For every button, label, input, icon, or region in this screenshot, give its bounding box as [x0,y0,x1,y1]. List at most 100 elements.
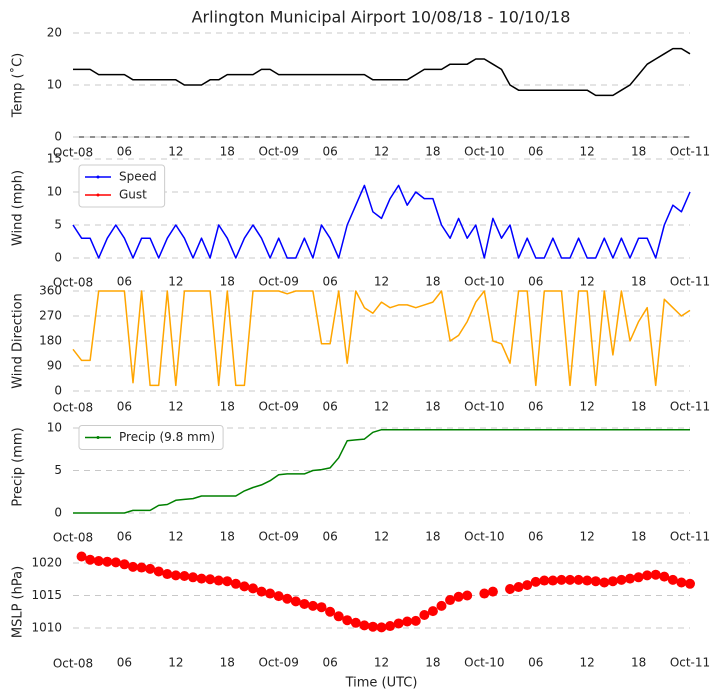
legend-marker [96,175,100,179]
x-tick-label: Oct-08 [53,276,93,290]
y-tick-label: 15 [47,152,62,166]
point [505,584,516,594]
point [402,616,413,627]
point [582,575,593,586]
x-tick-label: 18 [220,275,235,289]
x-tick-label: Oct-09 [258,656,298,670]
x-tick-label: 12 [580,145,595,159]
point [170,570,181,581]
x-tick-label: 06 [528,145,543,159]
point [479,588,490,599]
x-tick-label: 18 [425,145,440,159]
chart-title: Arlington Municipal Airport 10/08/18 - 1… [192,8,571,27]
series-line [73,47,691,97]
point [136,562,147,573]
point [205,574,216,585]
point [265,588,276,599]
x-tick-label: 12 [168,656,183,670]
point [427,606,438,617]
point [616,574,627,585]
x-tick-label: 06 [117,530,132,544]
legend-box [78,425,224,450]
point [290,596,301,607]
y-tick-label: 0 [54,384,62,398]
x-tick-label: 06 [117,275,132,289]
point [273,591,284,602]
x-tick-label: 12 [580,275,595,289]
x-tick-label: Oct-08 [53,531,93,545]
y-tick-label: 0 [54,251,62,265]
point [522,580,533,591]
point [599,577,610,588]
x-tick-label: 06 [117,400,132,414]
y-tick-label: 0 [54,130,62,144]
point [342,615,353,626]
point [436,600,447,611]
point [367,621,378,632]
point [102,556,113,567]
y-tick-label: 180 [39,334,62,348]
point [145,563,156,574]
point [573,574,584,585]
point [676,577,687,588]
x-tick-label: 18 [220,530,235,544]
x-tick-label: 12 [374,275,389,289]
x-tick-label: Oct-11 [670,145,710,159]
x-tick-label: 06 [117,145,132,159]
point [213,575,224,586]
x-tick-label: 06 [322,275,337,289]
x-tick-label: Oct-11 [670,400,710,414]
point [325,606,336,617]
x-tick-label: 12 [580,400,595,414]
point [642,570,653,581]
y-axis-label: Wind Direction [11,293,26,389]
point [282,593,293,604]
x-tick-label: 12 [168,400,183,414]
point [453,591,464,602]
y-axis-label: Temp (˚C) [10,53,26,119]
x-tick-label: 12 [374,145,389,159]
y-tick-label: 5 [54,463,62,477]
x-tick-label: Oct-08 [53,146,93,160]
x-tick-label: 12 [168,530,183,544]
x-tick-label: 06 [528,530,543,544]
y-tick-label: 1020 [31,556,62,570]
point [359,620,370,631]
y-tick-label: 20 [47,26,62,40]
point [667,574,678,585]
x-tick-label: 12 [168,275,183,289]
x-tick-label: Oct-10 [464,530,504,544]
point [556,574,567,585]
y-tick-label: 1010 [31,621,62,635]
point [590,576,601,587]
point [162,569,173,580]
x-tick-label: Oct-11 [670,530,710,544]
x-tick-label: Oct-09 [258,145,298,159]
x-tick-label: 18 [631,400,646,414]
point [239,581,250,592]
x-tick-label: Oct-10 [464,400,504,414]
x-tick-label: 06 [117,656,132,670]
legend-label: Speed [119,170,157,184]
x-tick-label: Oct-09 [258,530,298,544]
x-tick-label: 18 [220,656,235,670]
x-tick-label: 12 [580,530,595,544]
x-tick-label: 18 [425,530,440,544]
legend-marker [96,193,100,197]
legend-label: Precip (9.8 mm) [119,430,215,444]
point [187,572,198,583]
x-tick-label: 18 [425,275,440,289]
point [333,611,344,622]
point [196,573,207,584]
series-line [72,184,691,259]
y-tick-label: 360 [39,284,62,298]
x-tick-label: 18 [631,656,646,670]
y-tick-label: 0 [54,506,62,520]
x-tick-label: 12 [374,530,389,544]
y-axis-label: Precip (mm) [11,427,26,506]
point [230,578,241,589]
x-tick-label: 06 [322,530,337,544]
point [299,598,310,609]
x-axis-label: Time (UTC) [345,676,418,691]
point [76,551,87,562]
